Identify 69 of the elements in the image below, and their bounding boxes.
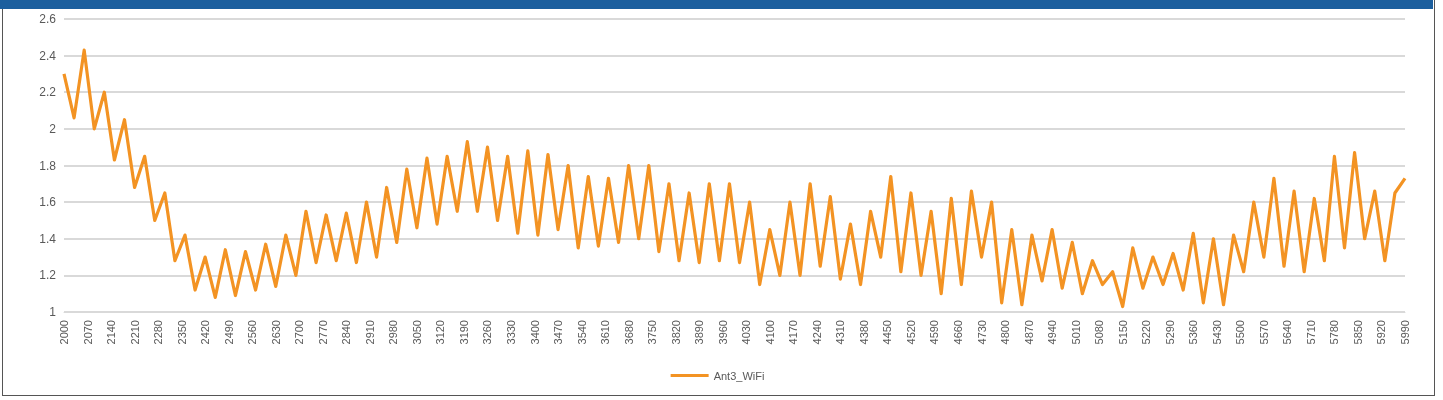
x-tick-label: 4730	[975, 320, 988, 345]
x-tick-label: 4450	[881, 320, 894, 345]
x-tick-label: 2560	[246, 320, 259, 345]
x-tick-label: 2000	[58, 320, 70, 345]
x-tick-label: 5780	[1328, 320, 1341, 345]
y-tick-label: 1	[49, 305, 57, 319]
x-tick-label: 2210	[128, 320, 141, 345]
x-tick-label: 2280	[152, 320, 165, 345]
y-tick-label: 1.8	[39, 158, 57, 173]
y-tick-label: 1.2	[39, 268, 57, 283]
x-tick-label: 5080	[1093, 320, 1106, 345]
y-tick-label: 1.6	[39, 195, 57, 210]
y-tick-label: 1.4	[39, 231, 57, 246]
x-tick-label: 2630	[269, 320, 282, 345]
x-tick-label: 4100	[763, 320, 776, 345]
x-tick-label: 5850	[1351, 320, 1364, 345]
x-tick-label: 5430	[1210, 320, 1223, 345]
x-tick-label: 5990	[1399, 320, 1411, 345]
x-tick-label: 3960	[716, 320, 729, 345]
x-tick-label: 5220	[1140, 320, 1153, 345]
x-tick-label: 3610	[599, 320, 612, 345]
x-tick-label: 5290	[1163, 320, 1176, 345]
x-tick-label: 2350	[175, 320, 188, 345]
x-tick-label: 5150	[1116, 320, 1129, 345]
x-tick-label: 2910	[363, 320, 376, 345]
x-tick-label: 3750	[646, 320, 659, 345]
x-tick-label: 5640	[1281, 320, 1294, 345]
x-tick-label: 3540	[575, 320, 588, 345]
x-tick-label: 4030	[740, 320, 753, 345]
x-tick-label: 2140	[105, 320, 118, 345]
x-tick-label: 2420	[199, 320, 212, 345]
x-tick-label: 4240	[810, 320, 823, 345]
x-tick-label: 4170	[787, 320, 800, 345]
x-tick-label: 3190	[457, 320, 470, 345]
x-tick-label: 2700	[293, 320, 306, 345]
line-series	[62, 48, 1407, 309]
x-tick-label: 5920	[1375, 320, 1388, 345]
x-tick-label: 3680	[622, 320, 635, 345]
x-tick-label: 5500	[1234, 320, 1247, 345]
x-tick-label: 3820	[669, 320, 682, 345]
x-tick-label: 2490	[222, 320, 235, 345]
x-tick-label: 4590	[928, 320, 941, 345]
x-tick-label: 2980	[387, 320, 400, 345]
x-tick-label: 3120	[434, 320, 447, 345]
x-tick-label: 5570	[1257, 320, 1270, 345]
x-tick-label: 2840	[340, 320, 353, 345]
x-tick-label: 3890	[693, 320, 706, 345]
x-tick-label: 3260	[481, 320, 494, 345]
x-tick-label: 4940	[1046, 320, 1059, 345]
x-tick-label: 4870	[1022, 320, 1035, 345]
x-tick-label: 3050	[410, 320, 423, 345]
y-tick-label: 2.6	[39, 12, 57, 26]
x-tick-label: 3330	[505, 320, 517, 345]
x-tick-label: 2770	[316, 320, 329, 345]
x-tick-label: 4660	[952, 320, 964, 345]
x-tick-label: 3400	[528, 320, 541, 345]
x-tick-label: 4800	[999, 320, 1012, 345]
x-tick-label: 5010	[1069, 320, 1082, 345]
x-tick-label: 5710	[1304, 320, 1317, 345]
y-tick-label: 2	[49, 121, 57, 136]
y-tick-label: 2.2	[39, 85, 57, 100]
x-tick-label: 4310	[834, 320, 847, 345]
x-tick-label: 4520	[904, 320, 917, 345]
x-tick-label: 4380	[857, 320, 870, 345]
legend-label: Ant3_WiFi	[713, 369, 765, 382]
x-tick-label: 5360	[1187, 320, 1200, 345]
y-tick-label: 2.4	[39, 48, 57, 63]
x-tick-label: 2070	[81, 320, 94, 345]
x-tick-label: 3470	[552, 320, 565, 345]
